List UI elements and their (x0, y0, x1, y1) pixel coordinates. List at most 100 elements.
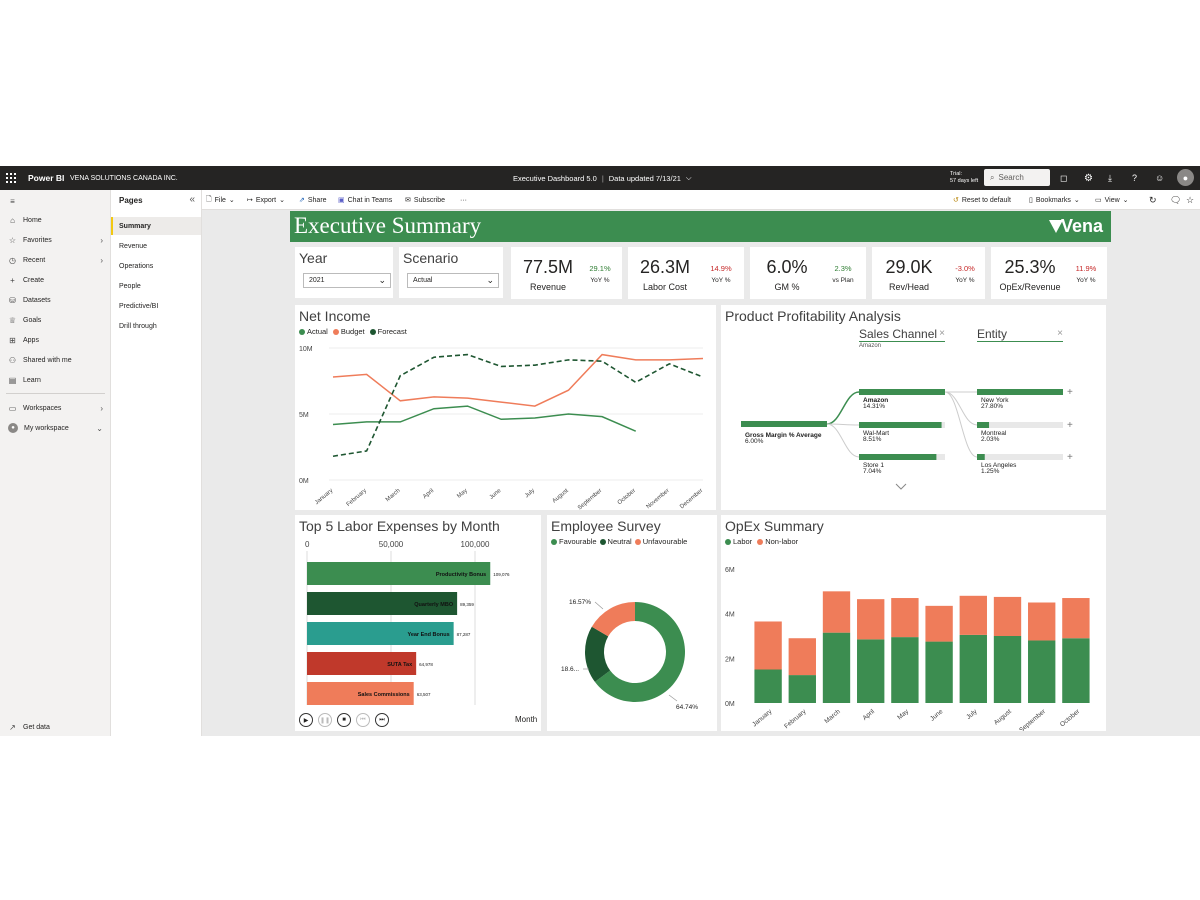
mail-icon: ✉ (405, 197, 411, 204)
top-bar: Power BI VENA SOLUTIONS CANADA INC. Exec… (0, 166, 1200, 190)
x-tick-label: January (314, 488, 334, 506)
trial-info: Trial: 57 days left (950, 171, 979, 184)
nav-item-home[interactable]: ⌂ Home (0, 213, 111, 227)
legend-item[interactable]: Actual (299, 327, 328, 336)
tree-node-label: Montreal (981, 430, 1007, 437)
year-dropdown[interactable]: 2021 ⌄ (303, 273, 391, 288)
legend-item[interactable]: Unfavourable (634, 537, 687, 546)
scenario-dropdown[interactable]: Actual ⌄ (407, 273, 499, 288)
workspaces-icon: ▭ (8, 403, 17, 413)
ppa-visual[interactable]: Product Profitability Analysis Sales Cha… (721, 305, 1106, 510)
feedback-icon[interactable]: ☺ (1155, 173, 1165, 183)
pause-icon[interactable]: ❚❚ (318, 713, 332, 727)
expand-plus-icon: + (1067, 452, 1073, 463)
favorite-star-icon[interactable]: ☆ (1186, 194, 1195, 205)
nav-item-datasets[interactable]: ⛁ Datasets (9, 295, 51, 305)
labor-expenses-visual[interactable]: Top 5 Labor Expenses by Month 0 50,000 100… (295, 515, 541, 731)
reset-icon: ↺ (953, 197, 959, 204)
legend-item[interactable]: Favourable (551, 537, 597, 546)
net-income-visual[interactable]: Net Income Actual Budget Forecast 10M 5M 0… (295, 305, 716, 510)
settings-icon[interactable]: ⚙ (1084, 172, 1093, 184)
page-tab-revenue[interactable]: Revenue (119, 242, 148, 250)
tree-node-label: Los Angeles (981, 462, 1017, 469)
close-icon[interactable]: × (1057, 328, 1063, 339)
power-bi-app: Power BI VENA SOLUTIONS CANADA INC. Exec… (0, 166, 1200, 736)
bar-value-label: 64,978 (419, 662, 433, 667)
nav-item-apps[interactable]: ⊞ Apps (9, 335, 39, 345)
close-icon[interactable]: × (939, 328, 945, 339)
legend-item[interactable]: Neutral (599, 537, 632, 546)
x-tick-label: September (1018, 708, 1047, 731)
nav-item-get-data[interactable]: ↗ Get data (9, 722, 50, 732)
comment-icon[interactable]: 🗨 (1170, 194, 1182, 205)
donut-slice-unfavourable (591, 602, 635, 637)
chat-in-teams-button[interactable]: ▣ Chat in Teams (338, 196, 393, 205)
stop-icon[interactable]: ■ (337, 713, 351, 727)
opex-summary-visual[interactable]: OpEx Summary Labor Non-labor 6M 4M 2M 0M Jan… (721, 515, 1106, 731)
collapse-icon[interactable]: « (189, 194, 195, 205)
x-tick-label: May (896, 708, 910, 722)
more-options-button[interactable]: ··· (460, 196, 467, 204)
file-menu[interactable]: 🗋 File ⌄ (206, 195, 235, 205)
page-tab-people[interactable]: People (119, 282, 141, 290)
page-tab-predictive[interactable]: Predictive/BI (119, 302, 159, 310)
page-tab-operations[interactable]: Operations (119, 262, 154, 270)
help-icon[interactable]: ? (1132, 173, 1138, 183)
page-tab-drill-through[interactable]: Drill through (119, 322, 157, 330)
year-slicer[interactable]: Year 2021 ⌄ (295, 247, 393, 298)
visual-title: Net Income (299, 308, 371, 324)
notifications-icon[interactable]: ◻ (1060, 172, 1068, 183)
nav-divider (6, 393, 105, 394)
entity-level[interactable]: Entity × (977, 327, 1063, 342)
nav-item-create[interactable]: + Create (0, 273, 111, 287)
view-menu[interactable]: ▭ View ⌄ (1095, 196, 1129, 205)
sales-channel-level[interactable]: Sales Channel × (859, 327, 945, 342)
nav-menu-icon[interactable]: ≡ (10, 196, 15, 206)
search-input[interactable]: ⌕ Search (984, 169, 1050, 186)
employee-survey-visual[interactable]: Employee Survey Favourable Neutral Unfav… (547, 515, 717, 731)
nav-item-goals[interactable]: ♕ Goals (8, 315, 42, 325)
export-menu[interactable]: ↦ Export ⌄ (247, 196, 285, 205)
kpi-value: 77.5M (522, 257, 574, 277)
bar-segment-non-labor (857, 599, 885, 640)
bar-segment-non-labor (925, 605, 953, 642)
scenario-slicer[interactable]: Scenario Actual ⌄ (399, 247, 503, 298)
x-tick-label: April (862, 708, 877, 722)
app-name[interactable]: Power BI (28, 173, 65, 183)
database-icon: ⛁ (9, 295, 16, 305)
kpi-value: 6.0% (766, 257, 808, 277)
legend-item[interactable]: Budget (332, 327, 365, 336)
nav-item-my-workspace[interactable]: ● My workspace ⌄ (0, 421, 111, 435)
nav-item-recent[interactable]: ◷ Recent › (9, 255, 103, 265)
play-icon[interactable]: ▶ (299, 713, 313, 727)
bar-segment-non-labor (1028, 602, 1056, 641)
avatar[interactable]: ● (1177, 169, 1194, 186)
kpi-card-labor-cost: 26.3M Labor Cost 14.9% YoY % (628, 247, 744, 299)
tree-node-label: Store 1 (863, 462, 884, 469)
nav-item-learn[interactable]: ▤ Learn (8, 375, 41, 385)
reset-button[interactable]: ↺ Reset to default (953, 196, 1011, 205)
refresh-icon[interactable]: ↻ (1149, 194, 1157, 205)
legend-item[interactable]: Forecast (369, 327, 407, 336)
download-icon[interactable]: ⤓ (1108, 172, 1112, 183)
previous-icon[interactable]: ⏮ (356, 713, 370, 727)
pages-pane: Pages « Summary Revenue Operations Peopl… (111, 190, 202, 736)
leader-line (594, 601, 604, 610)
nav-item-favorites[interactable]: ☆ Favorites › (8, 235, 103, 245)
kpi-label: GM % (774, 282, 800, 292)
bookmarks-menu[interactable]: ▯ Bookmarks ⌄ (1029, 196, 1080, 205)
bar-category-label: Productivity Bonus (436, 572, 486, 578)
page-tab-summary[interactable]: Summary (111, 217, 201, 235)
legend-item[interactable]: Labor (725, 537, 752, 546)
nav-item-shared[interactable]: ⚇ Shared with me (8, 355, 72, 365)
chevron-right-icon: › (100, 235, 103, 245)
kpi-change: -3.0% (955, 264, 975, 273)
app-launcher-icon[interactable] (6, 166, 18, 190)
legend-item[interactable]: Non-labor (757, 537, 798, 546)
report-header[interactable]: Executive Dashboard 5.0 | Data updated 7… (513, 173, 692, 183)
subscribe-button[interactable]: ✉ Subscribe (405, 196, 446, 205)
next-icon[interactable]: ⏭ (375, 713, 389, 727)
share-button[interactable]: ⇗ Share (299, 196, 327, 205)
nav-item-workspaces[interactable]: ▭ Workspaces › (8, 403, 103, 413)
visual-title: Product Profitability Analysis (725, 308, 901, 324)
